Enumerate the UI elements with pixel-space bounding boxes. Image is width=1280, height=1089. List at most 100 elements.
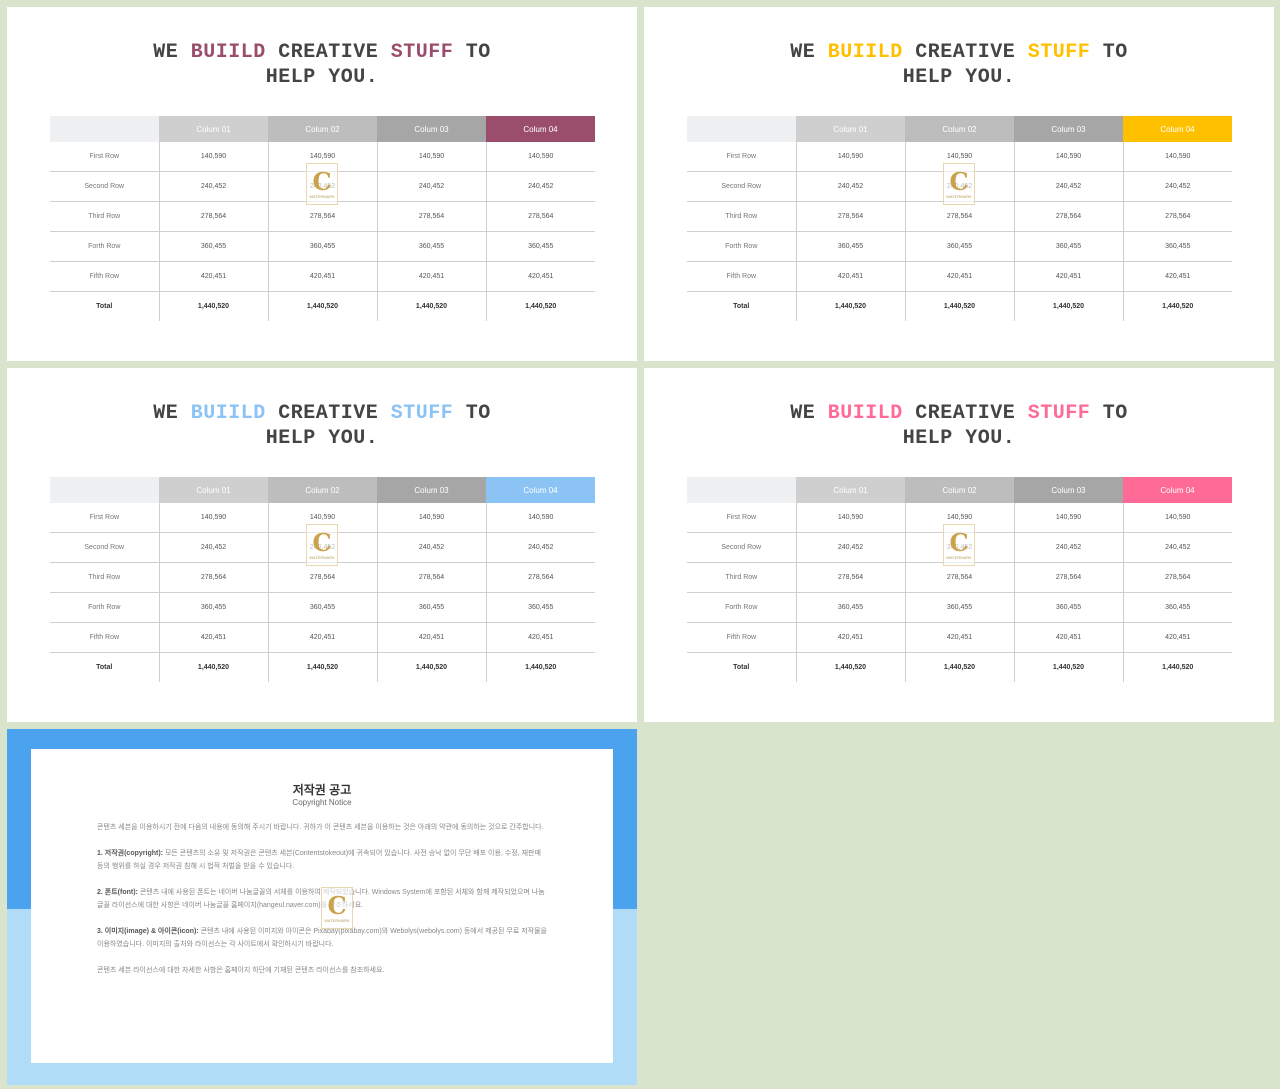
slide-title: WE BUIILD CREATIVE STUFF TO HELP YOU. xyxy=(644,401,1274,451)
table-cell: 420,451 xyxy=(795,622,905,653)
title-word-stuff: STUFF xyxy=(390,402,454,425)
watermark-glyph: C xyxy=(949,527,969,557)
table-cell: 240,452 xyxy=(376,171,486,202)
table-cell: 240,452 xyxy=(1122,171,1232,202)
table-row: Third Row 278,564 278,564 278,564 278,564 xyxy=(687,562,1232,593)
table-cell: 420,451 xyxy=(1013,622,1123,653)
table-cell: 140,590 xyxy=(485,503,595,533)
table-row: Fifth Row 420,451 420,451 420,451 420,451 xyxy=(687,261,1232,292)
total-label: Total xyxy=(96,303,113,310)
table-cell: 420,451 xyxy=(485,622,595,653)
table-cell: 420,451 xyxy=(376,261,486,292)
row-label: Fifth Row xyxy=(50,622,159,653)
slide-title: WE BUIILD CREATIVE STUFF TO HELP YOU. xyxy=(7,401,637,451)
table-row: Third Row 278,564 278,564 278,564 278,564 xyxy=(50,201,595,232)
table-cell: 278,564 xyxy=(795,562,905,593)
table-cell: 360,455 xyxy=(267,592,377,623)
table-row: Fifth Row 420,451 420,451 420,451 420,451 xyxy=(687,622,1232,653)
copyright-section-3-text: 콘텐츠 내에 사용된 이미지와 아이콘은 Pixabay(pixabay.com… xyxy=(97,928,547,948)
total-label: Total xyxy=(733,664,750,671)
total-cell: 1,440,520 xyxy=(1013,291,1123,321)
table-cell: 140,590 xyxy=(158,142,268,172)
title-word-we: WE xyxy=(153,402,191,425)
title-line-2: HELP YOU. xyxy=(265,427,379,450)
table-header-cell: Colum 03 xyxy=(1014,477,1123,503)
total-cell: 1,440,520 xyxy=(904,652,1014,682)
watermark-logo: C WATERMARK xyxy=(306,163,338,205)
total-cell: 1,440,520 xyxy=(904,291,1014,321)
table-cell: 420,451 xyxy=(1122,622,1232,653)
table-row: Forth Row 360,455 360,455 360,455 360,455 xyxy=(687,592,1232,623)
watermark-text: WATERMARK xyxy=(309,554,335,560)
table-header-cell: Colum 03 xyxy=(377,116,486,142)
table-cell: 360,455 xyxy=(376,231,486,262)
row-label: Third Row xyxy=(50,201,159,232)
table-cell: 278,564 xyxy=(267,562,377,593)
table-cell: 420,451 xyxy=(376,622,486,653)
table-header-cell: Colum 04 xyxy=(486,477,595,503)
table-total-row: Total 1,440,520 1,440,520 1,440,520 1,440,52… xyxy=(687,291,1232,321)
table-cell: 360,455 xyxy=(267,231,377,262)
title-line-2: HELP YOU. xyxy=(265,66,379,89)
row-label: Fifth Row xyxy=(50,261,159,292)
table-cell: 278,564 xyxy=(904,201,1014,232)
table-cell: 240,452 xyxy=(795,532,905,563)
table-cell: 278,564 xyxy=(795,201,905,232)
table-header-cell: Colum 04 xyxy=(1123,116,1232,142)
title-word-to: TO xyxy=(1090,402,1128,425)
table-row: First Row 140,590 140,590 140,590 140,590 xyxy=(687,503,1232,533)
total-cell: 1,440,520 xyxy=(795,652,905,682)
row-label: First Row xyxy=(50,142,159,172)
copyright-section-3-heading: 3. 이미지(image) & 아이콘(icon): xyxy=(97,928,199,935)
watermark-logo: C WATERMARK xyxy=(321,887,353,929)
table-header-cell: Colum 01 xyxy=(159,477,268,503)
table-cell: 140,590 xyxy=(1013,503,1123,533)
table-cell: 140,590 xyxy=(485,142,595,172)
row-label: Fifth Row xyxy=(687,622,796,653)
title-word-we: WE xyxy=(153,41,191,64)
watermark-text: WATERMARK xyxy=(324,917,350,923)
table-header-row: Colum 01 Colum 02 Colum 03 Colum 04 xyxy=(687,116,1232,142)
table-row: Fifth Row 420,451 420,451 420,451 420,451 xyxy=(50,622,595,653)
total-cell: 1,440,520 xyxy=(158,652,268,682)
table-cell: 420,451 xyxy=(904,622,1014,653)
table-cell: 420,451 xyxy=(267,622,377,653)
table-header-cell: Colum 02 xyxy=(268,477,377,503)
table-cell: 140,590 xyxy=(1122,142,1232,172)
copyright-section-1-heading: 1. 저작권(copyright): xyxy=(97,850,163,857)
table-cell: 420,451 xyxy=(795,261,905,292)
table-cell: 140,590 xyxy=(376,503,486,533)
table-row: Fifth Row 420,451 420,451 420,451 420,451 xyxy=(50,261,595,292)
watermark-text: WATERMARK xyxy=(946,193,972,199)
table-cell: 240,452 xyxy=(158,532,268,563)
total-cell: 1,440,520 xyxy=(267,291,377,321)
total-cell: 1,440,520 xyxy=(1122,291,1232,321)
title-word-build: BUIILD xyxy=(827,41,903,64)
table-header-cell: Colum 03 xyxy=(1014,116,1123,142)
copyright-subtitle: Copyright Notice xyxy=(292,798,352,807)
table-cell: 360,455 xyxy=(904,231,1014,262)
table-cell: 360,455 xyxy=(1013,592,1123,623)
slide-3: WE BUIILD CREATIVE STUFF TO HELP YOU. Colu… xyxy=(7,368,637,722)
table-total-row: Total 1,440,520 1,440,520 1,440,520 1,440,52… xyxy=(50,291,595,321)
table-cell: 420,451 xyxy=(1013,261,1123,292)
copyright-title: 저작권 공고 xyxy=(292,783,352,797)
table-cell: 420,451 xyxy=(904,261,1014,292)
table-header-cell: Colum 03 xyxy=(377,477,486,503)
table-cell: 140,590 xyxy=(158,503,268,533)
copyright-section-2-heading: 2. 폰트(font): xyxy=(97,889,138,896)
table-cell: 278,564 xyxy=(267,201,377,232)
table-row: Forth Row 360,455 360,455 360,455 360,455 xyxy=(50,592,595,623)
total-cell: 1,440,520 xyxy=(158,291,268,321)
table-cell: 278,564 xyxy=(1122,562,1232,593)
slide-2: WE BUIILD CREATIVE STUFF TO HELP YOU. Colu… xyxy=(644,7,1274,361)
title-word-we: WE xyxy=(790,41,828,64)
table-cell: 240,452 xyxy=(376,532,486,563)
total-cell: 1,440,520 xyxy=(1013,652,1123,682)
watermark-logo: C WATERMARK xyxy=(943,524,975,566)
row-label: Forth Row xyxy=(50,231,159,262)
table-cell: 278,564 xyxy=(376,562,486,593)
total-label: Total xyxy=(96,664,113,671)
table-cell: 420,451 xyxy=(1122,261,1232,292)
